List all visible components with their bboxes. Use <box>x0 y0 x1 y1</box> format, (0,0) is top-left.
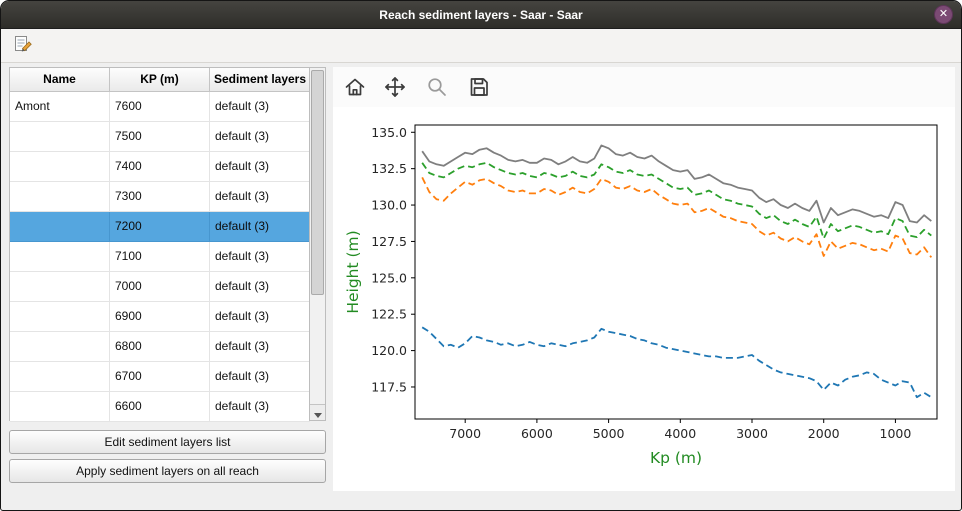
app-toolbar <box>1 29 961 63</box>
svg-text:125.0: 125.0 <box>371 270 407 285</box>
table-row[interactable]: 6600 default (3) <box>10 392 310 422</box>
table-cell-name[interactable] <box>10 152 110 182</box>
zoom-icon <box>425 75 449 104</box>
table-cell-layers[interactable]: default (3) <box>210 332 310 362</box>
svg-text:130.0: 130.0 <box>371 198 407 213</box>
table-cell-kp[interactable]: 6900 <box>110 302 210 332</box>
svg-text:4000: 4000 <box>664 426 696 441</box>
svg-text:7000: 7000 <box>449 426 481 441</box>
table-header: Name KP (m) Sediment layers <box>10 68 309 92</box>
table-cell-kp[interactable]: 6800 <box>110 332 210 362</box>
sections-table: Name KP (m) Sediment layers Amont 7600 def… <box>9 67 310 422</box>
table-cell-kp[interactable]: 6700 <box>110 362 210 392</box>
svg-text:122.5: 122.5 <box>371 307 407 322</box>
sediment-profile-chart[interactable]: 7000 6000 5000 4000 3000 2000 1000 117.5 120.0 12… <box>341 109 947 487</box>
table-row[interactable]: 7100 default (3) <box>10 242 310 272</box>
table-cell-layers[interactable]: default (3) <box>210 392 310 422</box>
table-cell-name[interactable] <box>10 272 110 302</box>
table-cell-layers[interactable]: default (3) <box>210 362 310 392</box>
plot-panel: 7000 6000 5000 4000 3000 2000 1000 117.5 120.0 12… <box>333 67 955 491</box>
scrollbar-thumb[interactable] <box>311 70 324 295</box>
svg-text:117.5: 117.5 <box>371 379 407 394</box>
table-cell-name[interactable] <box>10 122 110 152</box>
edit-sediment-layers-button[interactable] <box>11 34 35 58</box>
apply-sediment-layers-button[interactable]: Apply sediment layers on all reach <box>9 459 326 483</box>
table-cell-name[interactable] <box>10 392 110 422</box>
table-cell-name[interactable] <box>10 212 110 242</box>
table-cell-name[interactable] <box>10 182 110 212</box>
table-cell-kp[interactable]: 6600 <box>110 392 210 422</box>
column-header-kp[interactable]: KP (m) <box>110 68 210 91</box>
pan-button[interactable] <box>381 75 409 103</box>
table-cell-name[interactable] <box>10 332 110 362</box>
table-cell-name[interactable] <box>10 242 110 272</box>
table-cell-kp[interactable]: 7600 <box>110 92 210 122</box>
plot-toolbar <box>333 67 955 107</box>
column-header-name[interactable]: Name <box>10 68 110 91</box>
svg-text:Kp (m): Kp (m) <box>650 449 702 467</box>
table-cell-layers[interactable]: default (3) <box>210 152 310 182</box>
svg-text:Height (m): Height (m) <box>344 230 362 313</box>
close-icon: ✕ <box>938 8 949 20</box>
table-cell-layers[interactable]: default (3) <box>210 242 310 272</box>
pan-icon <box>383 75 407 104</box>
arrow-down-icon <box>313 413 322 418</box>
table-row[interactable]: 6900 default (3) <box>10 302 310 332</box>
edit-sediment-layers-list-button[interactable]: Edit sediment layers list <box>9 430 326 454</box>
table-cell-name[interactable] <box>10 302 110 332</box>
table-row[interactable]: 7400 default (3) <box>10 152 310 182</box>
table-row[interactable]: 6700 default (3) <box>10 362 310 392</box>
zoom-button[interactable] <box>423 75 451 103</box>
edit-note-icon <box>13 34 33 59</box>
table-cell-layers[interactable]: default (3) <box>210 212 310 242</box>
svg-text:6000: 6000 <box>521 426 553 441</box>
svg-text:127.5: 127.5 <box>371 234 407 249</box>
svg-text:135.0: 135.0 <box>371 125 407 140</box>
table-cell-name[interactable] <box>10 362 110 392</box>
titlebar: Reach sediment layers - Saar - Saar ✕ <box>1 1 961 29</box>
table-cell-layers[interactable]: default (3) <box>210 122 310 152</box>
table-row[interactable]: 6800 default (3) <box>10 332 310 362</box>
table-cell-kp[interactable]: 7000 <box>110 272 210 302</box>
save-icon <box>467 75 491 104</box>
table-cell-layers[interactable]: default (3) <box>210 182 310 212</box>
table-row[interactable]: 7500 default (3) <box>10 122 310 152</box>
table-row[interactable]: Amont 7600 default (3) <box>10 92 310 122</box>
table-cell-kp[interactable]: 7400 <box>110 152 210 182</box>
svg-text:5000: 5000 <box>593 426 625 441</box>
table-cell-name[interactable]: Amont <box>10 92 110 122</box>
window-title: Reach sediment layers - Saar - Saar <box>379 8 583 22</box>
table-body: Amont 7600 default (3) 7500 default (3) 7400 d… <box>10 92 310 422</box>
table-cell-kp[interactable]: 7500 <box>110 122 210 152</box>
save-button[interactable] <box>465 75 493 103</box>
close-button[interactable]: ✕ <box>934 5 953 24</box>
table-cell-layers[interactable]: default (3) <box>210 272 310 302</box>
svg-text:3000: 3000 <box>736 426 768 441</box>
scrollbar-down-button[interactable] <box>310 404 325 420</box>
table-row[interactable]: 7300 default (3) <box>10 182 310 212</box>
table-cell-layers[interactable]: default (3) <box>210 92 310 122</box>
table-cell-kp[interactable]: 7300 <box>110 182 210 212</box>
svg-text:132.5: 132.5 <box>371 161 407 176</box>
table-row[interactable]: 7200 default (3) <box>10 212 310 242</box>
table-row[interactable]: 7000 default (3) <box>10 272 310 302</box>
home-button[interactable] <box>341 75 369 103</box>
column-header-sediment-layers[interactable]: Sediment layers <box>213 72 307 86</box>
svg-text:120.0: 120.0 <box>371 343 407 358</box>
table-cell-kp[interactable]: 7100 <box>110 242 210 272</box>
svg-text:2000: 2000 <box>808 426 840 441</box>
table-cell-kp[interactable]: 7200 <box>110 212 210 242</box>
svg-text:1000: 1000 <box>880 426 912 441</box>
table-cell-layers[interactable]: default (3) <box>210 302 310 332</box>
table-scrollbar[interactable] <box>309 67 326 421</box>
home-icon <box>343 75 367 104</box>
